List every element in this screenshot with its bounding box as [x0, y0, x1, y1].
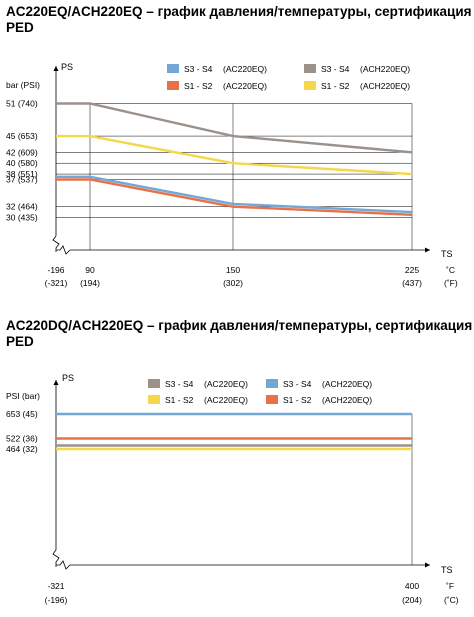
- legend-swatch-3: [304, 81, 316, 90]
- legend-swatch-0: [148, 379, 160, 388]
- x-tick-label-2: 150: [226, 265, 240, 275]
- x-unit-label-1: ˚F: [446, 581, 454, 591]
- chart-1-plot: PS bar (PSI) TS ˚C (˚F) 51 (740) 45 (653) 42 (6…: [6, 62, 458, 288]
- x-tick-label-1: 400: [405, 581, 419, 591]
- y-axis-break: [52, 549, 60, 567]
- x-tick-label-3: 225: [405, 265, 419, 275]
- y-tick-label-0: 653 (45): [6, 409, 38, 419]
- y-tick-label-6: 32 (464): [6, 202, 38, 212]
- legend-note-2: (AC220EQ): [223, 81, 267, 91]
- x-tick-sublabel-3: (437): [402, 278, 422, 288]
- legend-note-3: (ACH220EQ): [322, 395, 372, 405]
- legend-name-3: S1 - S2: [321, 81, 350, 91]
- x-tick-label-0: -196: [47, 265, 64, 275]
- legend-swatch-2: [148, 395, 160, 404]
- legend-name-1: S3 - S4: [321, 64, 350, 74]
- y-axis-head: [53, 66, 59, 71]
- legend-note-0: (AC220EQ): [204, 379, 248, 389]
- chart-1-title: AC220EQ/ACH220EQ – график давления/темпе…: [6, 4, 472, 35]
- x-unit-label-2: (˚C): [444, 595, 459, 605]
- x-tick-sublabel-1: (194): [80, 278, 100, 288]
- legend-name-2: S1 - S2: [184, 81, 213, 91]
- legend-swatch-1: [304, 64, 316, 73]
- x-axis-head: [425, 247, 430, 253]
- y-tick-label-7: 30 (435): [6, 213, 38, 223]
- x-axis-name: TS: [441, 565, 453, 575]
- x-axis-break: [56, 560, 71, 570]
- legend-note-0: (AC220EQ): [223, 64, 267, 74]
- y-tick-label-1: 522 (36): [6, 434, 38, 444]
- legend-swatch-0: [167, 64, 179, 73]
- x-axis-head: [425, 562, 430, 568]
- y-tick-label-5: 37 (537): [6, 175, 38, 185]
- legend-note-1: (ACH220EQ): [360, 64, 410, 74]
- legend-swatch-1: [266, 379, 278, 388]
- legend-name-0: S3 - S4: [165, 379, 194, 389]
- chart-2-title: AC220DQ/ACH220EQ – график давления/темпе…: [6, 318, 473, 349]
- y-axis-unit: bar (PSI): [6, 80, 40, 90]
- legend-note-2: (AC220EQ): [204, 395, 248, 405]
- series-line-0: [56, 102, 413, 154]
- y-tick-label-4: 38 (551): [6, 169, 38, 179]
- x-tick-label-1: 90: [85, 265, 95, 275]
- y-axis-head: [53, 380, 59, 385]
- legend-swatch-3: [266, 395, 278, 404]
- series-line-3: [56, 178, 413, 216]
- x-unit-label-1: ˚C: [446, 265, 455, 275]
- x-axis-name: TS: [441, 249, 453, 259]
- y-tick-label-2: 464 (32): [6, 444, 38, 454]
- legend-name-3: S1 - S2: [283, 395, 312, 405]
- y-axis-break: [52, 235, 60, 252]
- x-unit-label-2: (˚F): [444, 278, 458, 288]
- y-axis-unit: PSI (bar): [6, 391, 40, 401]
- y-tick-label-1: 45 (653): [6, 131, 38, 141]
- x-tick-sublabel-2: (302): [223, 278, 243, 288]
- y-tick-label-0: 51 (740): [6, 99, 38, 109]
- legend-name-2: S1 - S2: [165, 395, 194, 405]
- legend-note-3: (ACH220EQ): [360, 81, 410, 91]
- x-tick-sublabel-0: (-321): [45, 278, 68, 288]
- x-tick-sublabel-0: (-196): [45, 595, 68, 605]
- x-tick-sublabel-1: (204): [402, 595, 422, 605]
- y-axis-name: PS: [62, 373, 74, 383]
- y-axis-name: PS: [61, 62, 73, 72]
- y-tick-label-3: 40 (580): [6, 158, 38, 168]
- legend-note-1: (ACH220EQ): [322, 379, 372, 389]
- legend-name-1: S3 - S4: [283, 379, 312, 389]
- x-tick-label-0: -321: [47, 581, 64, 591]
- x-axis-break: [56, 245, 71, 255]
- series-line-1: [56, 134, 413, 176]
- y-tick-label-2: 42 (609): [6, 147, 38, 157]
- legend-swatch-2: [167, 81, 179, 90]
- series-line-2: [56, 175, 413, 214]
- legend-name-0: S3 - S4: [184, 64, 213, 74]
